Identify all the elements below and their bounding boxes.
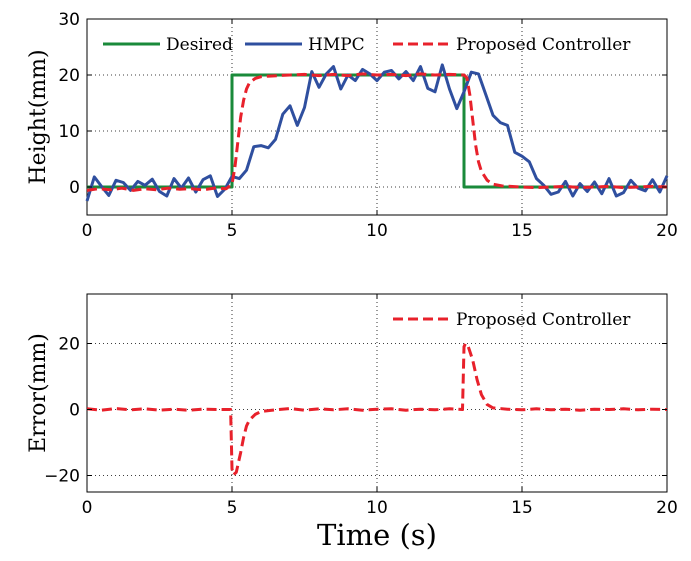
error-legend: Proposed Controller <box>393 310 631 330</box>
height-xtick-label-15: 15 <box>511 221 533 241</box>
height-series-hmpc <box>85 63 669 202</box>
error-ytick-label-20: −20 <box>44 467 80 487</box>
error-series-proposed-controller <box>86 342 668 477</box>
height-ylabel: Height(mm) <box>26 49 51 184</box>
height-ytick-label-30: 30 <box>58 10 80 30</box>
error-series <box>86 342 668 477</box>
height-panel: 0 5 10 15 20 0 10 20 30 Height(mm) Desired HMPC … <box>26 10 678 241</box>
error-ytick-label-20: 20 <box>58 335 80 355</box>
height-ticks: 0 5 10 15 20 0 10 20 30 <box>58 10 677 241</box>
legend-label-hmpc: HMPC <box>308 35 365 55</box>
error-ytick-label-0: 0 <box>69 401 80 421</box>
error-xtick-label-5: 5 <box>227 498 238 518</box>
height-ytick-label-20: 20 <box>58 66 80 86</box>
height-series <box>85 63 669 202</box>
height-series-proposed-controller <box>86 72 668 192</box>
legend-label-proposed: Proposed Controller <box>456 35 631 55</box>
x-axis-title: Time (s) <box>317 518 437 552</box>
height-ytick-label-0: 0 <box>69 178 80 198</box>
height-ytick-label-10: 10 <box>58 122 80 142</box>
height-xtick-label-20: 20 <box>656 221 678 241</box>
height-xtick-label-5: 5 <box>227 221 238 241</box>
legend-label-proposed-error: Proposed Controller <box>456 310 631 330</box>
error-xtick-label-20: 20 <box>656 498 678 518</box>
height-xtick-label-10: 10 <box>366 221 388 241</box>
height-xtick-label-0: 0 <box>82 221 93 241</box>
error-xtick-label-15: 15 <box>511 498 533 518</box>
error-ylabel: Error(mm) <box>26 333 51 453</box>
legend-label-desired: Desired <box>166 35 233 55</box>
height-legend: Desired HMPC Proposed Controller <box>103 35 631 55</box>
error-xtick-label-10: 10 <box>366 498 388 518</box>
error-xtick-label-0: 0 <box>82 498 93 518</box>
